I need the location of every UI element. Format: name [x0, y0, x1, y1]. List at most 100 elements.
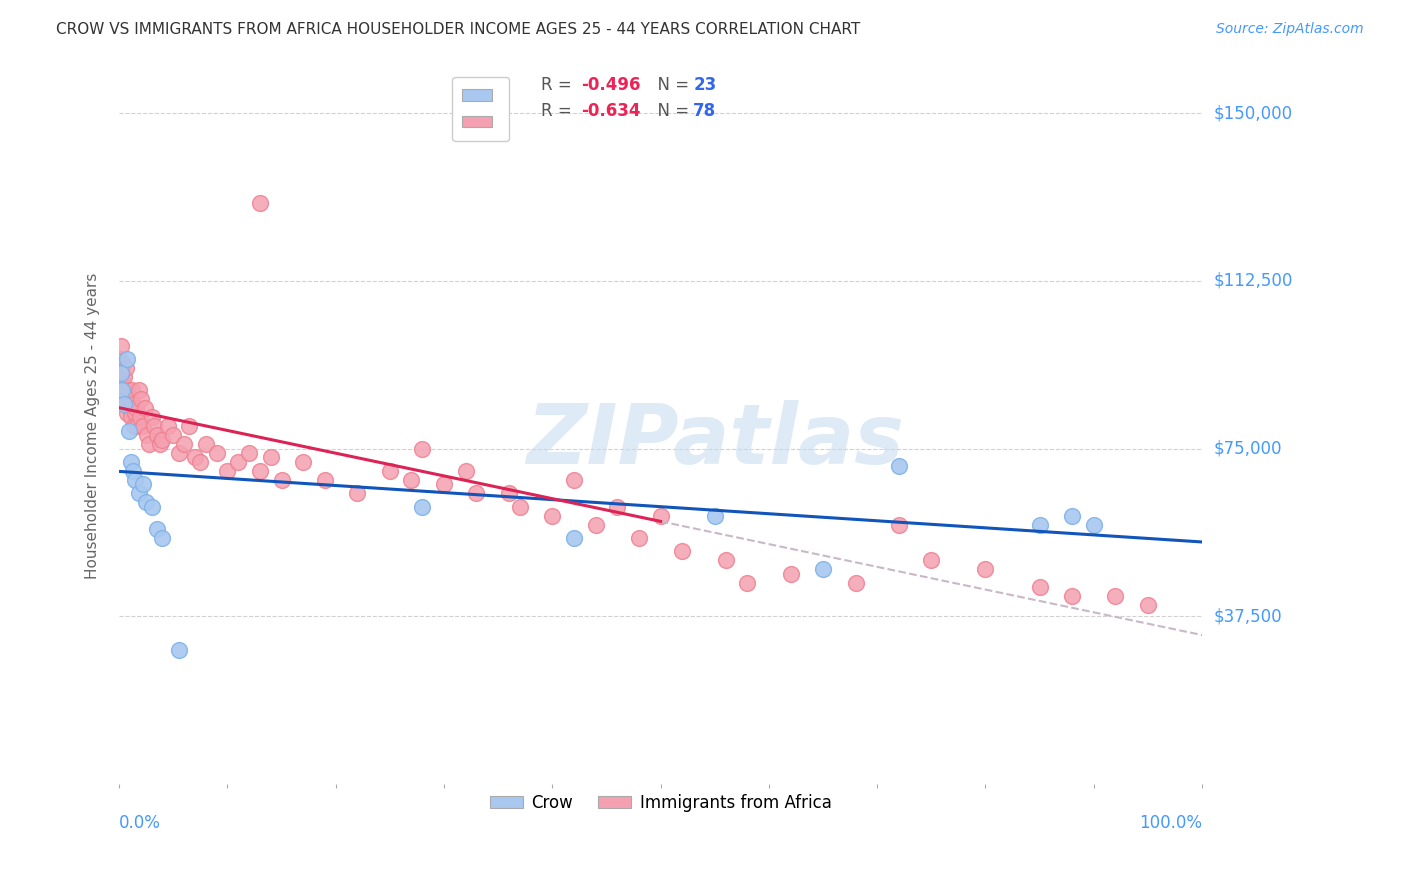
Point [650, 508, 672, 523]
Point [1083, 517, 1105, 532]
Point [974, 562, 997, 576]
Point [125, 401, 148, 416]
Point [118, 401, 141, 416]
Point [844, 575, 866, 590]
Point [118, 424, 141, 438]
Text: -0.496: -0.496 [581, 76, 640, 94]
Point [562, 531, 585, 545]
Point [509, 500, 531, 514]
Point [703, 508, 725, 523]
Text: 23: 23 [693, 76, 717, 94]
Point [238, 446, 260, 460]
Point [205, 446, 228, 460]
Point [249, 464, 271, 478]
Point [124, 406, 146, 420]
Point [714, 553, 737, 567]
Point [156, 419, 179, 434]
Text: N =: N = [647, 103, 695, 120]
Point [114, 361, 136, 376]
Point [121, 384, 143, 398]
Point [167, 642, 190, 657]
Point [1028, 580, 1050, 594]
Point [562, 473, 585, 487]
Point [132, 419, 155, 434]
Point [141, 410, 163, 425]
Point [887, 517, 910, 532]
Point [118, 392, 141, 407]
Point [150, 433, 173, 447]
Point [627, 531, 650, 545]
Point [1062, 508, 1084, 523]
Point [606, 500, 628, 514]
Text: $112,500: $112,500 [1213, 272, 1292, 290]
Point [188, 455, 211, 469]
Point [136, 428, 159, 442]
Point [179, 419, 201, 434]
Point [1062, 589, 1084, 603]
Point [129, 392, 152, 407]
Point [138, 437, 160, 451]
Point [128, 486, 150, 500]
Point [135, 495, 157, 509]
Text: 100.0%: 100.0% [1139, 814, 1202, 832]
Point [292, 455, 315, 469]
Text: $75,000: $75,000 [1213, 440, 1282, 458]
Text: $150,000: $150,000 [1213, 104, 1292, 122]
Point [433, 477, 456, 491]
Legend: Crow, Immigrants from Africa: Crow, Immigrants from Africa [482, 787, 838, 819]
Point [111, 375, 134, 389]
Point [811, 562, 834, 576]
Point [1104, 589, 1126, 603]
Text: N =: N = [647, 76, 695, 94]
Point [115, 384, 138, 398]
Point [142, 419, 165, 434]
Point [122, 419, 145, 434]
Point [378, 464, 401, 478]
Point [226, 455, 249, 469]
Point [194, 437, 217, 451]
Point [111, 384, 134, 398]
Point [112, 392, 135, 407]
Point [498, 486, 520, 500]
Point [920, 553, 942, 567]
Point [128, 384, 150, 398]
Point [146, 522, 169, 536]
Point [134, 401, 156, 416]
Text: -0.634: -0.634 [581, 103, 640, 120]
Point [110, 339, 132, 353]
Text: $37,500: $37,500 [1213, 607, 1282, 625]
Point [115, 352, 138, 367]
Point [541, 508, 564, 523]
Point [110, 366, 132, 380]
Point [1028, 517, 1050, 532]
Point [124, 473, 146, 487]
Point [128, 410, 150, 425]
Point [115, 406, 138, 420]
Point [585, 517, 607, 532]
Point [411, 500, 433, 514]
Point [270, 473, 292, 487]
Point [111, 384, 134, 398]
Point [120, 410, 142, 425]
Point [162, 428, 184, 442]
Point [150, 531, 173, 545]
Text: ZIPatlas: ZIPatlas [526, 400, 904, 481]
Point [122, 464, 145, 478]
Point [401, 473, 423, 487]
Point [141, 500, 163, 514]
Point [108, 352, 131, 367]
Point [114, 388, 136, 402]
Point [114, 397, 136, 411]
Text: Source: ZipAtlas.com: Source: ZipAtlas.com [1216, 22, 1364, 37]
Point [217, 464, 239, 478]
Point [249, 195, 271, 210]
Point [1136, 598, 1159, 612]
Point [735, 575, 758, 590]
Point [260, 450, 283, 465]
Point [132, 477, 155, 491]
Point [173, 437, 195, 451]
Point [314, 473, 336, 487]
Text: 78: 78 [693, 103, 716, 120]
Point [110, 366, 132, 380]
Text: R =: R = [541, 76, 578, 94]
